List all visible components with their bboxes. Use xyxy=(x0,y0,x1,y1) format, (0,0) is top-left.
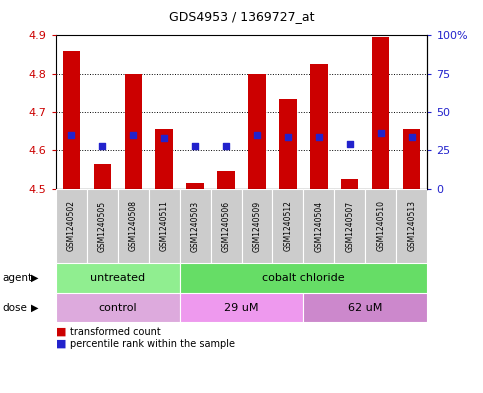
Text: GSM1240510: GSM1240510 xyxy=(376,200,385,252)
Text: ▶: ▶ xyxy=(31,273,39,283)
Text: GSM1240503: GSM1240503 xyxy=(190,200,199,252)
Text: untreated: untreated xyxy=(90,273,145,283)
Text: ■: ■ xyxy=(56,339,66,349)
Bar xyxy=(56,189,86,263)
Bar xyxy=(86,189,117,263)
Point xyxy=(98,143,106,149)
Bar xyxy=(211,189,242,263)
Bar xyxy=(303,189,334,263)
Bar xyxy=(149,189,180,263)
Text: ■: ■ xyxy=(56,327,66,337)
Bar xyxy=(156,129,172,189)
Point xyxy=(346,141,354,147)
Bar xyxy=(280,99,297,189)
Bar xyxy=(94,164,111,189)
Point xyxy=(67,132,75,138)
Bar xyxy=(117,189,149,263)
Text: control: control xyxy=(98,303,137,312)
Bar xyxy=(372,37,389,189)
Bar xyxy=(403,129,421,189)
Bar xyxy=(397,189,427,263)
Bar xyxy=(62,51,80,189)
Text: dose: dose xyxy=(2,303,28,312)
Point xyxy=(129,132,137,138)
Bar xyxy=(180,189,211,263)
Point xyxy=(253,132,261,138)
Point xyxy=(160,135,168,141)
Text: GSM1240502: GSM1240502 xyxy=(67,200,75,252)
Text: GSM1240513: GSM1240513 xyxy=(408,200,416,252)
Text: 29 uM: 29 uM xyxy=(224,303,259,312)
Bar xyxy=(186,183,203,189)
Bar xyxy=(180,263,427,293)
Text: GDS4953 / 1369727_at: GDS4953 / 1369727_at xyxy=(169,10,314,23)
Text: GSM1240505: GSM1240505 xyxy=(98,200,107,252)
Bar xyxy=(56,293,180,322)
Text: GSM1240511: GSM1240511 xyxy=(159,200,169,252)
Text: ▶: ▶ xyxy=(31,303,39,312)
Text: GSM1240504: GSM1240504 xyxy=(314,200,324,252)
Bar xyxy=(341,179,358,189)
Bar xyxy=(334,189,366,263)
Text: cobalt chloride: cobalt chloride xyxy=(262,273,345,283)
Bar xyxy=(272,189,303,263)
Text: 62 uM: 62 uM xyxy=(348,303,383,312)
Point xyxy=(191,143,199,149)
Point xyxy=(284,133,292,140)
Bar xyxy=(180,293,303,322)
Text: agent: agent xyxy=(2,273,32,283)
Text: percentile rank within the sample: percentile rank within the sample xyxy=(70,339,235,349)
Point xyxy=(222,143,230,149)
Bar xyxy=(217,171,235,189)
Bar xyxy=(248,74,266,189)
Bar xyxy=(125,74,142,189)
Text: GSM1240508: GSM1240508 xyxy=(128,200,138,252)
Bar xyxy=(311,64,327,189)
Bar xyxy=(242,189,272,263)
Bar xyxy=(303,293,427,322)
Text: transformed count: transformed count xyxy=(70,327,161,337)
Text: GSM1240507: GSM1240507 xyxy=(345,200,355,252)
Point xyxy=(408,133,416,140)
Text: GSM1240509: GSM1240509 xyxy=(253,200,261,252)
Point xyxy=(377,130,385,137)
Point xyxy=(315,133,323,140)
Bar xyxy=(366,189,397,263)
Bar xyxy=(56,263,180,293)
Text: GSM1240512: GSM1240512 xyxy=(284,200,293,252)
Text: GSM1240506: GSM1240506 xyxy=(222,200,230,252)
